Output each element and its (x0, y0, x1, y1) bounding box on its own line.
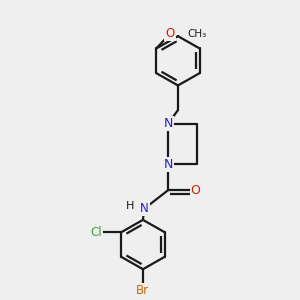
Text: CH₃: CH₃ (188, 29, 207, 39)
Text: N: N (163, 158, 173, 171)
Text: Br: Br (136, 284, 149, 297)
Text: O: O (190, 184, 200, 197)
Text: N: N (163, 117, 173, 130)
Text: H: H (126, 201, 135, 211)
Text: N: N (140, 202, 148, 215)
Text: O: O (165, 27, 175, 40)
Text: Cl: Cl (90, 226, 102, 239)
